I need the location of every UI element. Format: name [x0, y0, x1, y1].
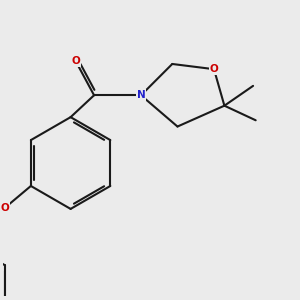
Text: O: O: [71, 56, 80, 66]
Text: O: O: [0, 203, 9, 213]
Text: N: N: [136, 90, 146, 100]
Text: O: O: [210, 64, 218, 74]
